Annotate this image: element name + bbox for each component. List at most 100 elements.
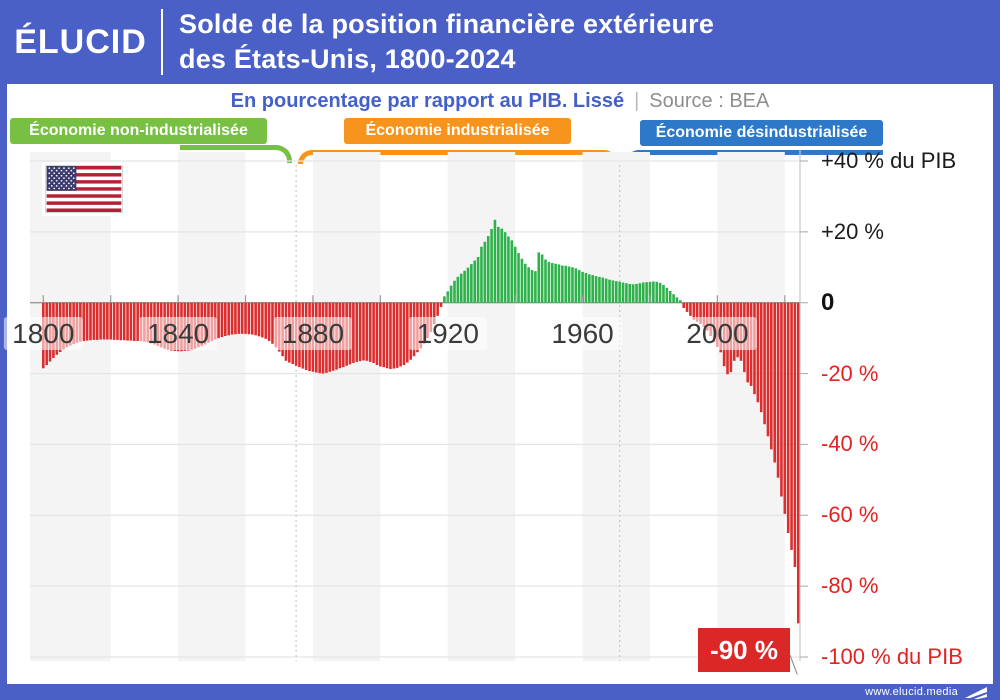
bar-positive-1930 <box>480 246 483 303</box>
bar-negative-1917 <box>436 302 439 316</box>
bar-negative-1898 <box>372 302 375 363</box>
bar-negative-1812 <box>82 302 86 341</box>
bar-negative-2018 <box>776 302 780 478</box>
bar-negative-2017 <box>773 302 776 463</box>
x-axis-label-1920: 1920 <box>408 317 487 350</box>
bar-negative-1994 <box>695 302 699 322</box>
bar-positive-1938 <box>507 236 510 303</box>
subtitle-separator: | <box>634 89 640 112</box>
bar-negative-1859 <box>240 302 244 334</box>
bar-negative-1904 <box>392 302 396 369</box>
bar-negative-1908 <box>406 302 409 363</box>
bar-negative-1819 <box>106 302 109 340</box>
x-axis-label-1960: 1960 <box>543 317 622 350</box>
bar-negative-1818 <box>102 302 106 340</box>
bar-positive-1968 <box>608 279 611 303</box>
bar-positive-1926 <box>466 267 470 303</box>
y-axis-label--60: -60 % <box>821 502 879 528</box>
chart-subtitle: En pourcentage par rapport au PIB. Lissé… <box>7 84 993 118</box>
bar-negative-1816 <box>95 302 99 340</box>
bar-positive-1937 <box>503 232 507 303</box>
bar-negative-1865 <box>261 302 264 338</box>
bar-negative-1823 <box>119 302 123 341</box>
bar-negative-1826 <box>129 302 133 341</box>
bar-positive-1925 <box>463 270 466 303</box>
bar-positive-1943 <box>523 263 527 303</box>
bar-negative-1916 <box>432 302 436 324</box>
x-axis-label-1840: 1840 <box>138 317 218 350</box>
bar-positive-1958 <box>574 268 578 303</box>
logo-divider <box>161 9 163 75</box>
bar-negative-1996 <box>702 302 706 327</box>
background-stripe <box>582 152 650 661</box>
bar-positive-1948 <box>540 254 544 303</box>
x-axis-label-1880: 1880 <box>273 317 353 350</box>
bar-negative-1897 <box>368 302 372 362</box>
bar-positive-1978 <box>641 282 645 303</box>
x-axis-label-2000: 2000 <box>678 317 757 350</box>
bar-negative-1902 <box>385 302 389 369</box>
bar-positive-1927 <box>470 264 473 303</box>
bar-positive-1924 <box>459 273 463 303</box>
bar-positive-1933 <box>490 229 493 303</box>
bar-negative-1820 <box>109 302 113 340</box>
bar-negative-1899 <box>375 302 379 366</box>
bar-positive-1987 <box>672 294 675 303</box>
bar-positive-1970 <box>614 281 618 303</box>
bar-negative-2020 <box>783 302 787 514</box>
bar-positive-1939 <box>510 240 514 303</box>
bar-negative-2015 <box>766 302 770 437</box>
y-axis-label--80: -80 % <box>821 573 879 599</box>
bar-positive-1921 <box>449 285 453 303</box>
bar-positive-1977 <box>638 283 642 303</box>
bar-negative-1863 <box>254 302 257 336</box>
footer-url: www.elucid.media <box>865 686 958 698</box>
bar-positive-1964 <box>594 276 598 303</box>
bar-positive-1962 <box>588 274 591 303</box>
bar-positive-1954 <box>561 265 564 303</box>
bar-negative-1868 <box>271 302 274 344</box>
bar-positive-1928 <box>473 260 477 303</box>
bar-negative-1853 <box>220 302 224 338</box>
bar-negative-1817 <box>99 302 102 340</box>
bar-positive-1961 <box>584 272 588 303</box>
bar-negative-1892 <box>352 302 355 363</box>
bar-negative-1990 <box>682 302 685 309</box>
era-bracket-green <box>180 145 292 163</box>
bar-positive-1944 <box>527 267 530 303</box>
bar-positive-1974 <box>628 283 632 303</box>
bar-positive-1967 <box>604 278 608 303</box>
bar-negative-1900 <box>379 302 382 367</box>
page-title: Solde de la position financière extérieu… <box>179 7 714 77</box>
bar-positive-1941 <box>517 253 520 303</box>
bar-positive-1936 <box>500 228 503 303</box>
bar-negative-2014 <box>763 302 766 425</box>
bar-negative-1815 <box>92 302 96 340</box>
bar-chart-plot <box>30 150 808 675</box>
bar-negative-1997 <box>705 302 709 331</box>
bar-positive-1981 <box>652 281 655 303</box>
bar-positive-1973 <box>625 283 628 303</box>
bar-positive-1946 <box>534 271 537 303</box>
bar-positive-1965 <box>598 276 601 303</box>
background-stripe <box>178 152 246 661</box>
bar-positive-1935 <box>497 226 500 303</box>
chart-area: En pourcentage par rapport au PIB. Lissé… <box>4 84 993 684</box>
y-axis-label-40: +40 % du PIB <box>821 147 957 173</box>
bar-positive-1988 <box>675 297 679 303</box>
bar-positive-1969 <box>611 280 615 303</box>
bar-positive-1959 <box>577 270 581 303</box>
bar-negative-1824 <box>122 302 126 341</box>
bar-positive-1976 <box>635 283 638 303</box>
bar-positive-1942 <box>520 258 524 303</box>
bar-negative-1992 <box>689 302 692 316</box>
elucid-flag-icon <box>965 686 987 699</box>
subtitle-measure: En pourcentage par rapport au PIB. Lissé <box>230 89 625 112</box>
era-label-industrialized: Économie industrialisée <box>344 118 571 144</box>
bar-negative-1901 <box>382 302 386 368</box>
background-stripe <box>447 152 516 661</box>
era-label-deindustrialized: Économie désindustrialisée <box>640 120 883 146</box>
bar-positive-1922 <box>453 280 456 303</box>
y-axis-label-0: 0 <box>821 288 835 316</box>
bar-positive-1931 <box>483 241 487 303</box>
